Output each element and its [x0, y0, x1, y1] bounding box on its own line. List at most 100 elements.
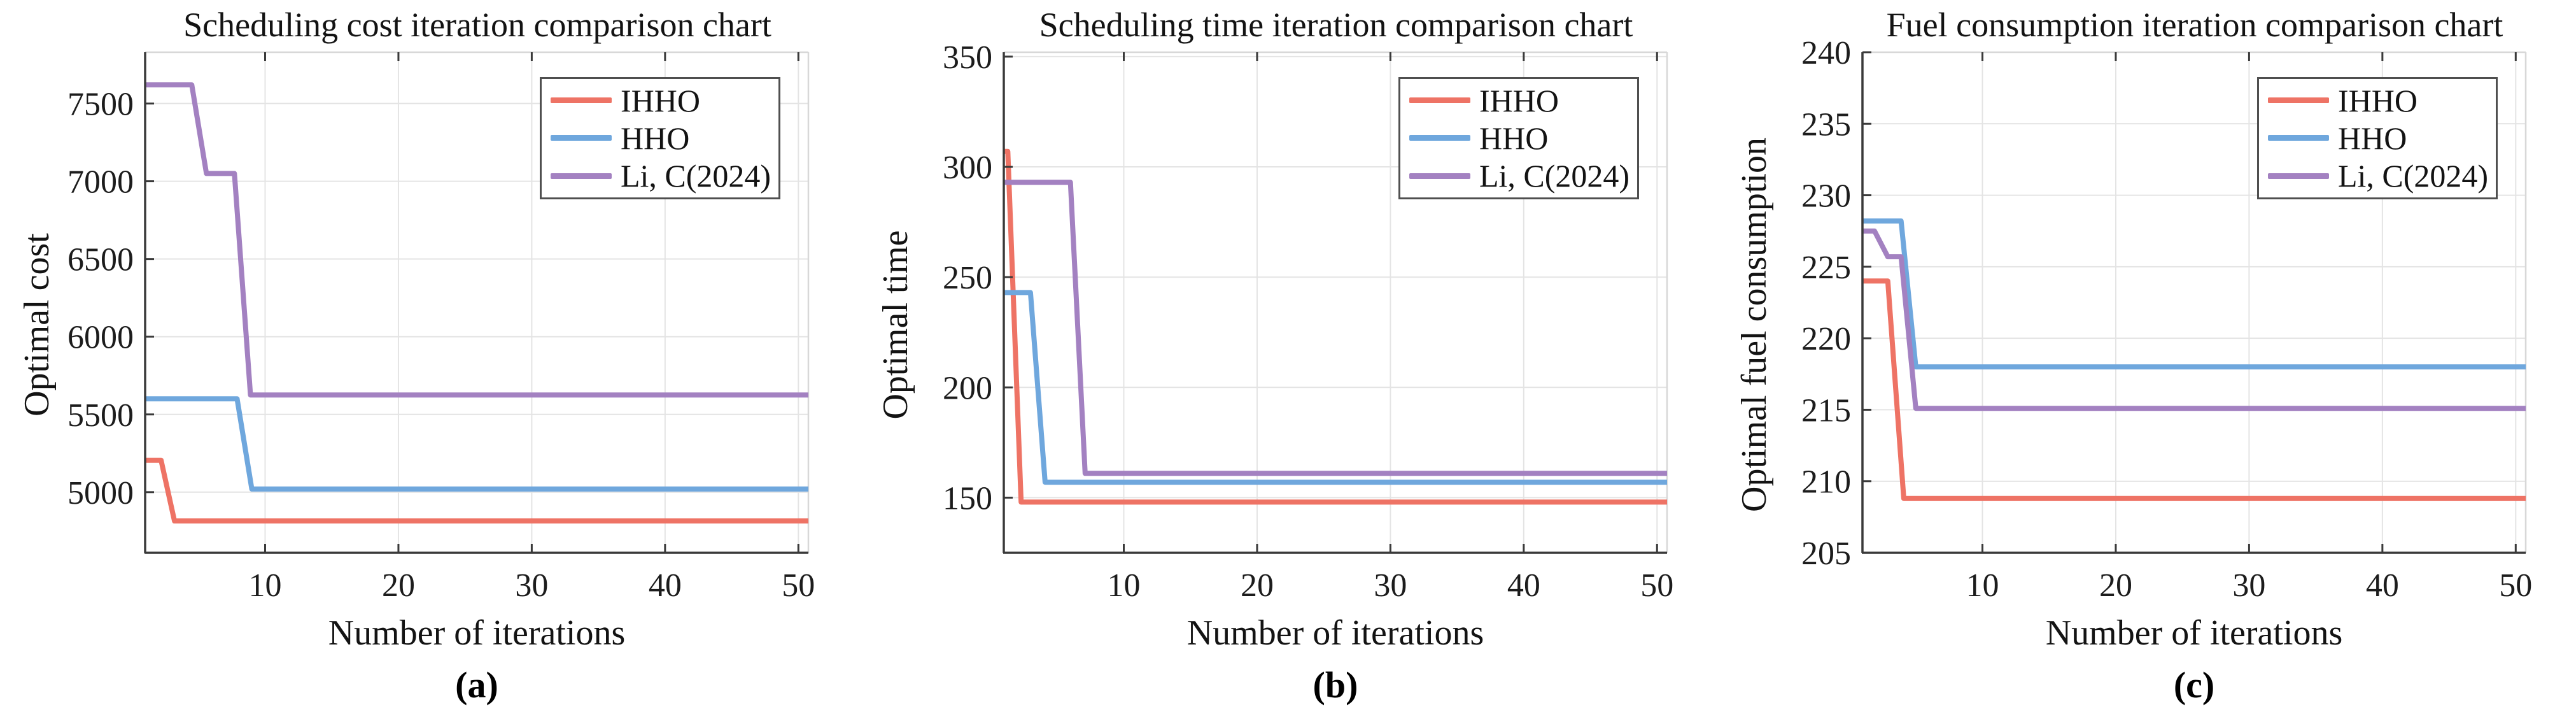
y-tick-label: 6500: [67, 242, 134, 278]
series-line-li-c-2024-: [145, 82, 808, 398]
legend-line-swatch-ihho: [1409, 97, 1470, 104]
series-lines: [1862, 218, 2526, 501]
legend-line-swatch-ihho: [2268, 97, 2329, 104]
x-tick-label: 10: [249, 567, 282, 604]
legend-item-ihho: IHHO: [542, 83, 778, 118]
y-tick-label: 230: [1801, 178, 1851, 215]
legend-line-swatch-lic: [551, 173, 612, 179]
series-line-hho: [1004, 290, 1667, 485]
legend-line-swatch-hho: [1409, 135, 1470, 141]
x-tick-label: 50: [1640, 567, 1673, 604]
x-tick-label: 30: [2232, 567, 2265, 604]
y-tick-label: 200: [943, 370, 992, 406]
y-tick-label: 7500: [67, 87, 134, 123]
x-tick-label: 40: [2366, 567, 2399, 604]
panel-a: 10 20 30 40 50 5000 5500 6000 6500 7000 7500 Sched…: [0, 0, 859, 726]
y-tick-label: 210: [1801, 464, 1851, 501]
legend-label-ihho: IHHO: [621, 82, 700, 118]
series-lines: [145, 82, 808, 523]
series-line-hho: [1862, 218, 2526, 370]
x-tick-label: 50: [2499, 567, 2532, 604]
series-line-li-c-2024-: [1004, 180, 1667, 476]
tick-marks: [1004, 52, 1658, 553]
y-tick-label: 300: [943, 150, 992, 186]
y-tick-label: 7000: [67, 164, 134, 201]
series-line-ihho: [145, 457, 808, 523]
caption-c: (c): [2173, 664, 2215, 706]
legend-label-hho: HHO: [2338, 120, 2407, 156]
legend-a: IHHO HHO Li, C(2024): [540, 77, 780, 199]
x-tick-label: 30: [515, 567, 548, 604]
chart-canvas-b: 10 20 30 40 50 150 200 250 300 350: [943, 39, 1673, 604]
tick-labels: 10 20 30 40 50 5000 5500 6000 6500 7000 7500: [67, 87, 815, 604]
legend-item-hho: HHO: [1400, 120, 1637, 156]
y-axis-label-a: Optimal cost: [17, 233, 57, 416]
legend-b: IHHO HHO Li, C(2024): [1398, 77, 1639, 199]
legend-line-swatch-lic: [2268, 173, 2329, 179]
legend-label-lic: Li, C(2024): [621, 158, 771, 194]
legend-item-lic: Li, C(2024): [542, 158, 778, 194]
y-tick-label: 220: [1801, 321, 1851, 357]
plot-box-border: [145, 51, 810, 553]
y-axis-label-c: Optimal fuel consumption: [1735, 138, 1774, 512]
y-tick-label: 150: [943, 480, 992, 516]
series-line-li-c-2024-: [1862, 228, 2526, 411]
series-line-ihho: [1862, 278, 2526, 501]
tick-marks: [1862, 51, 2517, 554]
x-tick-label: 20: [1241, 567, 1274, 604]
y-tick-label: 350: [943, 39, 992, 76]
legend-c: IHHO HHO Li, C(2024): [2257, 77, 2498, 199]
panel-c: 10 20 30 40 50 205 210 215 220 225 230 235 240 Fuel …: [1717, 0, 2576, 726]
caption-b: (b): [1313, 664, 1358, 706]
legend-label-ihho: IHHO: [1479, 82, 1559, 118]
plot-box-border: [1862, 51, 2527, 553]
series-line-ihho: [1004, 148, 1667, 505]
x-tick-label: 30: [1374, 567, 1407, 604]
axes: [1003, 52, 1667, 554]
y-tick-label: 6000: [67, 320, 134, 356]
chart-title-a: Scheduling cost iteration comparison cha…: [183, 6, 771, 44]
x-axis-label-c: Number of iterations: [2045, 613, 2343, 653]
y-tick-label: 5500: [67, 397, 134, 434]
legend-item-hho: HHO: [542, 120, 778, 156]
legend-item-lic: Li, C(2024): [1400, 158, 1637, 194]
y-axis-label-b: Optimal time: [876, 230, 915, 420]
legend-line-swatch-hho: [551, 135, 612, 141]
x-axis-label-a: Number of iterations: [328, 613, 626, 653]
y-tick-label: 225: [1801, 250, 1851, 286]
panel-b: 10 20 30 40 50 150 200 250 300 350 Scheduling tim…: [859, 0, 1717, 726]
tick-labels: 10 20 30 40 50 150 200 250 300 350: [943, 39, 1673, 604]
legend-label-hho: HHO: [1479, 120, 1549, 156]
legend-line-swatch-hho: [2268, 135, 2329, 141]
x-tick-label: 40: [649, 567, 682, 604]
x-axis-label-b: Number of iterations: [1186, 613, 1484, 653]
tick-marks: [145, 52, 799, 553]
x-tick-label: 10: [1108, 567, 1141, 604]
legend-item-ihho: IHHO: [1400, 83, 1637, 118]
chart-canvas-a: 10 20 30 40 50 5000 5500 6000 6500 7000 7500: [67, 51, 815, 604]
plot-box-border: [1004, 51, 1668, 553]
y-tick-label: 205: [1801, 536, 1851, 572]
legend-item-ihho: IHHO: [2259, 83, 2496, 118]
y-tick-label: 5000: [67, 475, 134, 511]
chart-title-c: Fuel consumption iteration comparison ch…: [1886, 6, 2503, 44]
x-tick-label: 20: [382, 567, 415, 604]
legend-line-swatch-ihho: [551, 97, 612, 104]
y-tick-label: 215: [1801, 392, 1851, 429]
series-line-hho: [145, 396, 808, 492]
legend-item-hho: HHO: [2259, 120, 2496, 156]
x-tick-label: 20: [2099, 567, 2132, 604]
y-tick-label: 250: [943, 260, 992, 296]
chart-title-b: Scheduling time iteration comparison cha…: [1039, 6, 1633, 44]
y-tick-label: 235: [1801, 106, 1851, 143]
y-tick-label: 240: [1801, 35, 1851, 71]
axes: [144, 52, 808, 554]
series-lines: [1004, 148, 1667, 505]
x-tick-label: 10: [1966, 567, 1999, 604]
x-tick-label: 50: [782, 567, 815, 604]
legend-item-lic: Li, C(2024): [2259, 158, 2496, 194]
legend-line-swatch-lic: [1409, 173, 1470, 179]
caption-a: (a): [455, 664, 498, 706]
axes: [1861, 52, 2526, 554]
legend-label-lic: Li, C(2024): [2338, 158, 2489, 194]
